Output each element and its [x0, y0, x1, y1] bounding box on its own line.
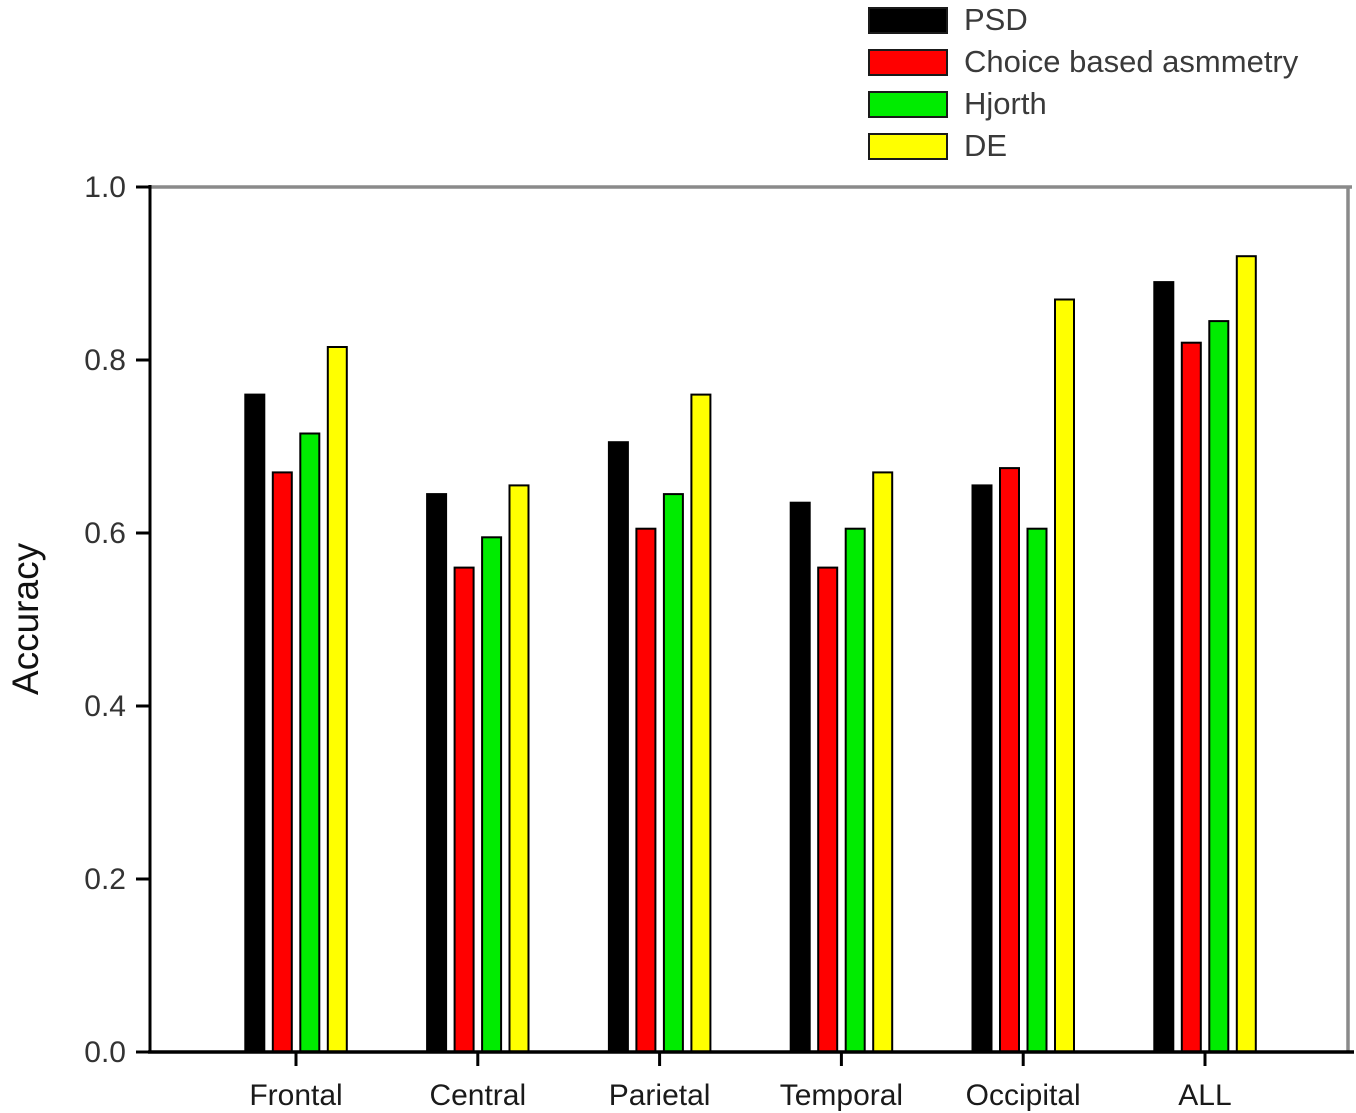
bar-de-all: [1235, 255, 1257, 1053]
bar-de-temporal: [872, 471, 894, 1053]
legend-swatch-psd: [868, 6, 948, 34]
legend-label-psd: PSD: [964, 2, 1028, 37]
bar-psd-temporal: [789, 501, 811, 1053]
bar-de-central: [508, 484, 530, 1053]
legend-swatch-hjorth: [868, 90, 948, 118]
bar-psd-central: [426, 493, 448, 1054]
legend-swatch-choice-based-asmmetry: [868, 48, 948, 76]
bar-psd-parietal: [607, 441, 629, 1053]
bar-de-parietal: [690, 393, 712, 1054]
bar-hjorth-central: [481, 536, 503, 1053]
x-category-label: ALL: [1178, 1079, 1231, 1112]
bar-hjorth-parietal: [662, 493, 684, 1054]
legend-swatch-de: [868, 132, 948, 160]
bar-hjorth-occipital: [1026, 527, 1048, 1053]
y-tick-label: 1.0: [84, 171, 126, 204]
bar-choice-based-asmmetry-parietal: [635, 527, 657, 1053]
y-tick-label: 0.6: [84, 517, 126, 550]
x-category-label: Temporal: [780, 1079, 903, 1112]
y-tick-label: 0.2: [84, 863, 126, 896]
bar-hjorth-frontal: [299, 432, 321, 1053]
y-tick-label: 0.4: [84, 690, 126, 723]
x-category-label: Central: [429, 1079, 526, 1112]
bar-choice-based-asmmetry-central: [453, 566, 475, 1053]
x-category-label: Frontal: [249, 1079, 342, 1112]
legend-item-psd: PSD: [868, 2, 1298, 37]
x-category-label: Occipital: [966, 1079, 1081, 1112]
y-axis-title: Accuracy: [5, 542, 46, 696]
bar-choice-based-asmmetry-frontal: [271, 471, 293, 1053]
y-tick-label: 0.0: [84, 1036, 126, 1069]
legend-label-choice-based-asmmetry: Choice based asmmetry: [964, 44, 1299, 79]
bar-hjorth-temporal: [844, 527, 866, 1053]
legend-item-hjorth: Hjorth: [868, 86, 1298, 121]
legend-label-de: DE: [964, 128, 1008, 163]
legend: PSD Choice based asmmetry Hjorth DE: [868, 2, 1299, 175]
legend-item-de: DE: [868, 128, 1298, 163]
bar-psd-occipital: [971, 484, 993, 1053]
bar-choice-based-asmmetry-all: [1180, 341, 1202, 1053]
bar-de-frontal: [326, 346, 348, 1053]
bar-psd-frontal: [244, 393, 266, 1054]
bar-choice-based-asmmetry-temporal: [817, 566, 839, 1053]
legend-item-choice-based-asmmetry: Choice based asmmetry: [868, 44, 1299, 79]
legend-label-hjorth: Hjorth: [964, 86, 1047, 121]
bar-psd-all: [1153, 281, 1175, 1054]
y-tick-label: 0.8: [84, 344, 126, 377]
x-category-label: Parietal: [609, 1079, 711, 1112]
bar-choice-based-asmmetry-occipital: [999, 467, 1020, 1054]
bar-de-occipital: [1054, 298, 1075, 1053]
bar-hjorth-all: [1208, 320, 1230, 1054]
